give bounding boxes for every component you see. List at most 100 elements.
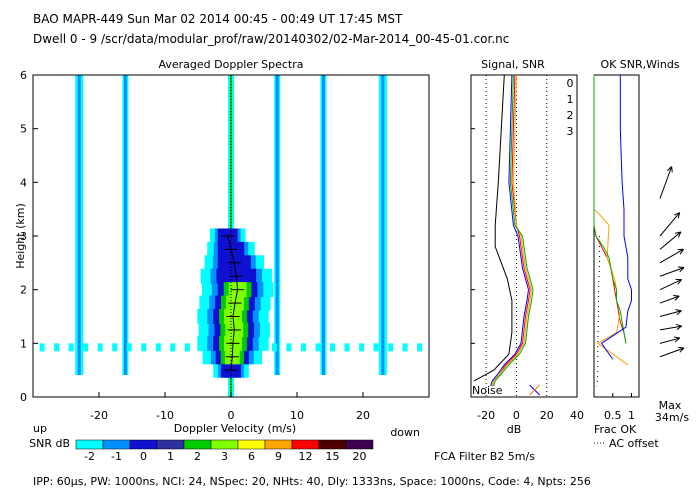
wind-arrow-head [674, 295, 680, 301]
wind-arrow-head [673, 295, 680, 297]
ground-noise-cell [315, 343, 321, 352]
snr-series-2 [493, 74, 534, 387]
wind-arrow [659, 337, 680, 344]
wind-arrow [659, 231, 682, 250]
header-title: BAO MAPR-449 Sun Mar 02 2014 00:45 - 00:… [33, 12, 403, 26]
heatmap-xtick-label: 20 [356, 409, 370, 422]
ground-noise-cell [417, 343, 423, 352]
colorbar-swatch [156, 439, 185, 450]
label-up: up [33, 422, 47, 435]
heatmap-xtick-label: -20 [90, 409, 108, 422]
ground-noise-cell [330, 343, 335, 352]
snr-series-3 [490, 74, 530, 387]
wind-arrow-head [677, 279, 682, 285]
legend-entry-0: 0 [567, 77, 574, 90]
colorbar-swatch [291, 439, 320, 450]
colorbar-swatch [210, 439, 239, 450]
wind-arrow-head [677, 346, 685, 349]
snr-xtick-label: 40 [570, 409, 584, 422]
wind-arrow [659, 166, 673, 199]
ok-xtick-label: 1 [628, 409, 635, 422]
ground-noise-cell [83, 343, 89, 352]
wind-arrow-head [677, 266, 685, 269]
max-value: 34m/s [655, 411, 689, 424]
wind-arrow-head [673, 212, 680, 216]
heatmap-xtick-label: 10 [290, 409, 304, 422]
wind-arrow [659, 267, 685, 277]
heatmap-ytick-label: 1 [20, 337, 27, 350]
snr-frame [470, 74, 578, 398]
ground-noise-cell [402, 343, 408, 352]
colorbar-level-label: 3 [221, 450, 228, 463]
snr-marker [529, 384, 540, 396]
ok-xlabel: Frac OK [594, 423, 637, 436]
colorbar-label: SNR dB [29, 437, 70, 450]
ac-offset-line [596, 236, 601, 387]
wind-arrow-head [676, 325, 683, 330]
header-file-path: Dwell 0 - 9 /scr/data/modular_prof/raw/2… [33, 32, 510, 46]
clutter-core-4 [275, 75, 279, 375]
snr-xtick-label: 0 [513, 409, 520, 422]
wind-arrow [659, 325, 682, 331]
colorbar-level-label: 1 [167, 450, 174, 463]
ok-series-3 [600, 75, 632, 360]
ground-noise-cell [170, 343, 176, 352]
wind-arrow [659, 212, 681, 237]
wind-arrow-head [677, 231, 682, 238]
max-label: Max [659, 399, 682, 412]
legend-entry-3: 3 [567, 125, 574, 138]
noise-label: Noise [472, 384, 503, 397]
ground-noise-cell [155, 343, 161, 352]
footer-params: IPP: 60μs, PW: 1000ns, NCI: 24, NSpec: 2… [33, 475, 591, 488]
wind-arrow-head [679, 347, 685, 353]
colorbar-swatch [345, 439, 374, 450]
ac-offset-label: AC offset [609, 437, 659, 450]
colorbar-level-label: 12 [299, 450, 313, 463]
wind-arrow-head [666, 166, 672, 172]
heatmap-ytick-label: 5 [20, 123, 27, 136]
colorbar-level-label: 0 [140, 450, 147, 463]
clutter-core-0 [77, 75, 81, 375]
colorbar-level-label: 9 [275, 450, 282, 463]
ground-noise-cell [54, 343, 60, 352]
wind-arrow-head [671, 166, 673, 173]
wind-arrow-head [674, 231, 681, 234]
wind-arrow-head [679, 267, 685, 273]
wind-arrow-head [677, 212, 681, 219]
snr-title: Signal, SNR [481, 58, 545, 71]
ok-xtick-label: 0.5 [604, 409, 622, 422]
heatmap-ytick-label: 6 [20, 69, 27, 82]
snr-series-1 [491, 74, 533, 387]
ground-noise-cell [300, 343, 306, 352]
wind-arrow-head [675, 309, 682, 312]
noise-line [473, 74, 513, 382]
label-down: down [390, 426, 420, 439]
heatmap-ytick-label: 4 [20, 176, 27, 189]
ok-series-1 [593, 75, 629, 366]
heatmap-xlabel: Doppler Velocity (m/s) [174, 422, 296, 435]
clutter-core-1 [123, 75, 127, 375]
ok-frame [593, 74, 640, 398]
heatmap-ytick-label: 3 [20, 230, 27, 243]
ground-noise-cell [388, 343, 394, 352]
heatmap-xtick-label: 0 [228, 409, 235, 422]
snr-xtick-label: -20 [477, 409, 495, 422]
colorbar-level-label: 2 [194, 450, 201, 463]
wind-arrow-head [675, 323, 682, 327]
ok-series-2 [593, 75, 627, 344]
wind-arrow [659, 347, 685, 358]
wind-arrow [659, 310, 682, 317]
wind-arrow [659, 248, 684, 264]
ground-noise-cell [286, 343, 292, 352]
ground-noise-cell [97, 343, 103, 352]
wind-arrow-head [676, 310, 682, 316]
colorbar-swatch [183, 439, 212, 450]
heatmap-title: Averaged Doppler Spectra [158, 58, 303, 71]
ground-noise-cell [141, 343, 147, 352]
colorbar-swatch [237, 439, 266, 450]
ground-noise-cell [359, 343, 365, 352]
ground-noise-cell [112, 343, 118, 352]
colorbar-level-label: -1 [111, 450, 122, 463]
ground-noise-cell [39, 343, 45, 352]
